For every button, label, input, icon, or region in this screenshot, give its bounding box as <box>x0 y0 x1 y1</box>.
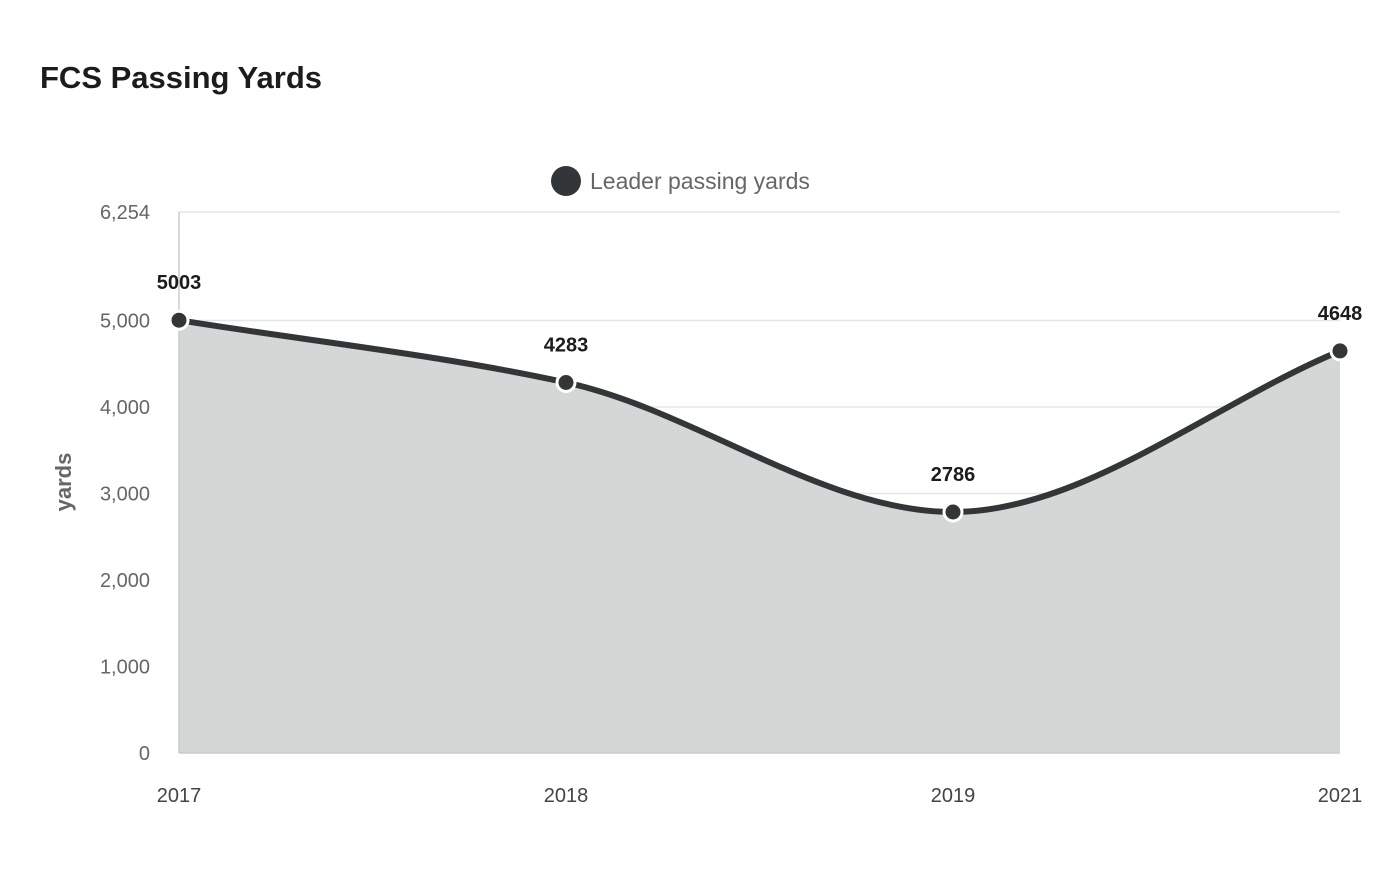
x-tick-label: 2021 <box>1318 785 1363 807</box>
x-axis-ticks: 2017 2018 2019 2021 <box>157 785 1363 807</box>
area-fill <box>179 320 1340 753</box>
data-point[interactable] <box>168 309 190 331</box>
data-label: 5003 <box>157 272 202 294</box>
data-labels: 5003 4283 2786 4648 <box>157 272 1363 486</box>
data-point[interactable] <box>1329 340 1351 362</box>
legend-label-leader-passing-yards: Leader passing yards <box>590 168 810 194</box>
axes <box>178 212 1340 754</box>
y-tick-label: 1,000 <box>100 656 150 678</box>
legend-marker-icon <box>551 166 581 196</box>
legend[interactable]: Leader passing yards <box>551 166 810 196</box>
data-points <box>168 309 1351 523</box>
data-label: 4648 <box>1318 303 1363 325</box>
x-tick-label: 2018 <box>544 785 589 807</box>
y-tick-label: 0 <box>139 743 150 765</box>
y-tick-label: 5,000 <box>100 310 150 332</box>
data-point[interactable] <box>555 372 577 394</box>
y-axis-title: yards <box>51 453 76 512</box>
series-line <box>176 317 1343 515</box>
data-label: 2786 <box>931 464 976 486</box>
x-tick-label: 2019 <box>931 785 976 807</box>
y-tick-label: 6,254 <box>100 202 150 224</box>
data-label: 4283 <box>544 335 589 357</box>
area-fill-shape <box>179 320 1340 753</box>
y-tick-label: 4,000 <box>100 397 150 419</box>
series-line-path <box>176 317 1343 515</box>
x-tick-label: 2017 <box>157 785 202 807</box>
y-tick-label: 2,000 <box>100 570 150 592</box>
data-point[interactable] <box>942 501 964 523</box>
y-axis-ticks: 0 1,000 2,000 3,000 4,000 5,000 6,254 <box>100 202 150 765</box>
y-tick-label: 3,000 <box>100 483 150 505</box>
chart-title: FCS Passing Yards <box>40 60 322 95</box>
